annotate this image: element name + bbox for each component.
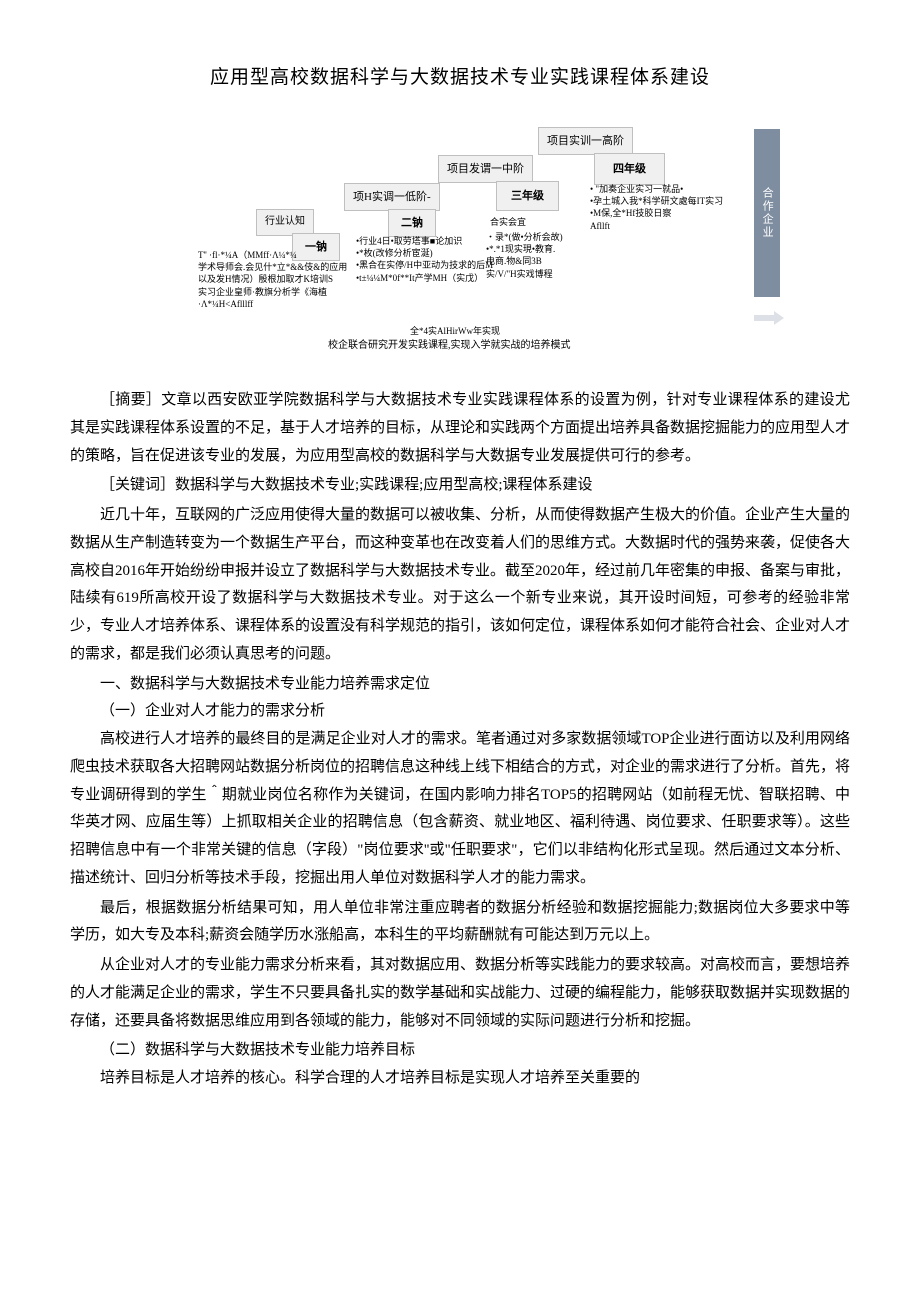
stage-box-g2: 二钠 [388, 209, 436, 237]
body-paragraph: 高校进行人才培养的最终目的是满足企业对人才的需求。笔者通过对多家数据领域TOP企… [70, 726, 850, 893]
bullet-text: •*.*1现实現•教育. [486, 243, 563, 255]
bullet-text: 电商.物&同3B [486, 255, 563, 267]
bullets-grade1: T'' ·fl·*¼A（MMff·Λ¼*¼ 学术导师会.会见什*立*&&伎&的应… [198, 249, 347, 310]
bullet-text: •孕土城入我*科学研文處每IT实习 [590, 195, 723, 207]
keywords-text: 数据科学与大数据技术专业;实践课程;应用型高校;课程体系建设 [175, 477, 593, 493]
section-heading-1: 一、数据科学与大数据技术专业能力培养需求定位 [70, 671, 850, 699]
bullet-text: ・录*(做•分析会故) [486, 231, 563, 243]
bullet-text: •行业4日•取劳塔事■论加识 [356, 235, 493, 247]
stage-box-s3: 项H实调一低阶- [344, 183, 440, 211]
bullet-text: Afllft [590, 220, 723, 232]
stage-box-s5: 项目实训一高阶 [538, 127, 633, 155]
bullets-grade4: • "加奏企业实习一就品• •孕土城入我*科学研文處每IT实习 •M保,全*Hf… [590, 183, 723, 232]
stage-box-g4: 四年级 [594, 153, 665, 185]
sub-heading-1-2: （二）数据科学与大数据技术专业能力培养目标 [70, 1037, 850, 1065]
body-paragraph: 最后，根据数据分析结果可知，用人单位非常注重应聘者的数据分析经验和数据挖掘能力;… [70, 895, 850, 951]
bullet-text: 以及发H情况）殷根加取才K培训S [198, 273, 347, 285]
diagram-container: 项目实训一高阶 项目发谓一中阶 四年级 项H实调一低阶- 三年级 行业认知 二钠… [70, 123, 850, 363]
bullet-text: 学术导师会.会见什*立*&&伎&的应用 [198, 261, 347, 273]
stage-box-g3: 三年级 [496, 181, 559, 211]
bullet-text: •黑合在实停/H中亚动为技求的后M [356, 259, 493, 271]
bullets-grade2: •行业4日•取劳塔事■论加识 •*枚(改修分析宦涎) •黑合在实停/H中亚动为技… [356, 235, 493, 284]
bullet-text: 实/V/"H实戏博程 [486, 268, 563, 280]
bullets-grade3: ・录*(做•分析会故) •*.*1现实現•教育. 电商.物&同3B 实/V/"H… [486, 231, 563, 280]
abstract-label: ［摘要］ [100, 392, 161, 408]
bullet-text: •*枚(改修分析宦涎) [356, 247, 493, 259]
bullet-text: • "加奏企业实习一就品• [590, 183, 723, 195]
keywords-label: ［关键词］ [100, 477, 175, 493]
body-paragraph: 近几十年，互联网的广泛应用使得大量的数据可以被收集、分析，从而使得数据产生极大的… [70, 502, 850, 669]
abstract-paragraph: ［摘要］文章以西安欧亚学院数据科学与大数据技术专业实践课程体系的设置为例，针对专… [70, 387, 850, 470]
stage-box-s4: 项目发谓一中阶 [438, 155, 533, 183]
arrow-icon [754, 311, 784, 325]
page-title: 应用型高校数据科学与大数据技术专业实践课程体系建设 [70, 60, 850, 95]
bullet-text: •M保,全*Hf技胶日察 [590, 207, 723, 219]
bullet-text: T'' ·fl·*¼A（MMff·Λ¼*¼ [198, 249, 347, 261]
body-paragraph: 从企业对人才的专业能力需求分析来看，其对数据应用、数据分析等实践能力的要求较高。… [70, 952, 850, 1035]
stage-box-s2: 行业认知 [256, 209, 314, 236]
body-paragraph: 培养目标是人才培养的核心。科学合理的人才培养目标是实现人才培养至关重要的 [70, 1065, 850, 1093]
sidebar-partner: 合作企业 [754, 129, 780, 297]
sub-heading-1-1: （一）企业对人才能力的需求分析 [70, 698, 850, 726]
bullet-text: 实习企业皇师·教旗分析学《海植 [198, 286, 347, 298]
abstract-text: 文章以西安欧亚学院数据科学与大数据技术专业实践课程体系的设置为例，针对专业课程体… [70, 392, 850, 464]
bullet-text: •t±¼¼M*0f**It产学MH（实戊） [356, 272, 493, 284]
bullet-text: ·Λ*¼H<Aflllff [198, 298, 347, 310]
keywords-paragraph: ［关键词］数据科学与大数据技术专业;实践课程;应用型高校;课程体系建设 [70, 472, 850, 500]
stage-box-hz: 合实会宜 [486, 213, 530, 232]
diagram-caption-main: 校企联合研究开发实践课程,实现入学就实战的培养模式 [328, 337, 571, 356]
training-model-diagram: 项目实训一高阶 项目发谓一中阶 四年级 项H实调一低阶- 三年级 行业认知 二钠… [140, 123, 780, 363]
